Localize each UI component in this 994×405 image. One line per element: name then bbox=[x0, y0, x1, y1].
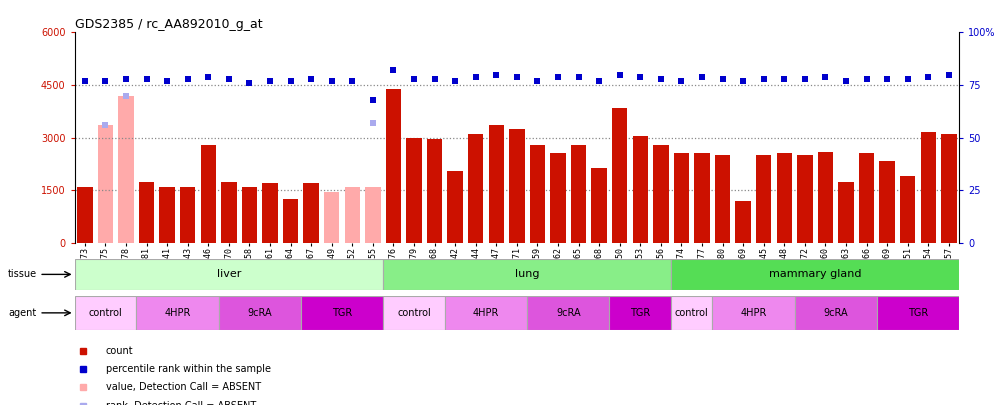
Bar bbox=[674, 153, 689, 243]
Bar bbox=[797, 155, 813, 243]
Bar bbox=[219, 296, 301, 330]
Bar bbox=[671, 259, 959, 290]
Text: agent: agent bbox=[8, 308, 36, 318]
Bar bbox=[97, 126, 113, 243]
Bar bbox=[838, 181, 854, 243]
Bar bbox=[365, 187, 381, 243]
Bar bbox=[118, 181, 134, 243]
Bar bbox=[715, 155, 731, 243]
Bar bbox=[530, 145, 545, 243]
Bar bbox=[818, 152, 833, 243]
Bar bbox=[324, 192, 339, 243]
Bar bbox=[221, 181, 237, 243]
Bar bbox=[386, 89, 402, 243]
Bar bbox=[695, 153, 710, 243]
Bar bbox=[445, 296, 527, 330]
Bar bbox=[632, 136, 648, 243]
Text: tissue: tissue bbox=[8, 269, 37, 279]
Bar bbox=[880, 160, 895, 243]
Bar bbox=[653, 145, 669, 243]
Text: control: control bbox=[398, 308, 430, 318]
Bar bbox=[180, 187, 196, 243]
Bar bbox=[242, 187, 257, 243]
Bar bbox=[345, 187, 360, 243]
Bar bbox=[776, 153, 792, 243]
Bar bbox=[941, 134, 956, 243]
Bar bbox=[527, 296, 609, 330]
Text: lung: lung bbox=[515, 269, 540, 279]
Text: TGR: TGR bbox=[630, 308, 650, 318]
Bar bbox=[756, 155, 771, 243]
Bar bbox=[447, 171, 463, 243]
Text: rank, Detection Call = ABSENT: rank, Detection Call = ABSENT bbox=[105, 401, 255, 405]
Text: mammary gland: mammary gland bbox=[769, 269, 862, 279]
Text: control: control bbox=[88, 308, 122, 318]
Bar bbox=[201, 145, 216, 243]
Bar bbox=[407, 138, 421, 243]
Bar bbox=[571, 145, 586, 243]
Bar bbox=[591, 168, 607, 243]
Text: 9cRA: 9cRA bbox=[248, 308, 272, 318]
Bar bbox=[736, 201, 750, 243]
Text: 9cRA: 9cRA bbox=[556, 308, 580, 318]
Text: 4HPR: 4HPR bbox=[741, 308, 766, 318]
Bar bbox=[900, 176, 915, 243]
Bar bbox=[609, 296, 671, 330]
Bar bbox=[920, 132, 936, 243]
Bar bbox=[383, 296, 445, 330]
Bar bbox=[877, 296, 959, 330]
Text: control: control bbox=[675, 308, 709, 318]
Bar bbox=[303, 183, 319, 243]
Bar bbox=[301, 296, 383, 330]
Text: percentile rank within the sample: percentile rank within the sample bbox=[105, 364, 270, 374]
Bar bbox=[136, 296, 219, 330]
Bar bbox=[159, 187, 175, 243]
Bar bbox=[75, 259, 383, 290]
Text: liver: liver bbox=[217, 269, 241, 279]
Text: TGR: TGR bbox=[332, 308, 352, 318]
Bar bbox=[139, 181, 154, 243]
Bar bbox=[468, 134, 483, 243]
Bar bbox=[509, 129, 525, 243]
Bar bbox=[78, 187, 92, 243]
Bar bbox=[97, 234, 113, 243]
Bar bbox=[75, 296, 136, 330]
Bar bbox=[794, 296, 877, 330]
Bar bbox=[551, 153, 566, 243]
Bar bbox=[262, 183, 277, 243]
Text: 9cRA: 9cRA bbox=[823, 308, 848, 318]
Text: 4HPR: 4HPR bbox=[164, 308, 191, 318]
Text: TGR: TGR bbox=[908, 308, 928, 318]
Bar bbox=[671, 296, 713, 330]
Bar bbox=[383, 259, 671, 290]
Bar bbox=[118, 96, 134, 243]
Text: count: count bbox=[105, 346, 133, 356]
Bar bbox=[612, 108, 627, 243]
Bar bbox=[489, 126, 504, 243]
Bar bbox=[426, 139, 442, 243]
Bar bbox=[713, 296, 794, 330]
Text: GDS2385 / rc_AA892010_g_at: GDS2385 / rc_AA892010_g_at bbox=[75, 18, 262, 31]
Bar bbox=[283, 199, 298, 243]
Bar bbox=[859, 153, 875, 243]
Text: value, Detection Call = ABSENT: value, Detection Call = ABSENT bbox=[105, 382, 260, 392]
Text: 4HPR: 4HPR bbox=[473, 308, 499, 318]
